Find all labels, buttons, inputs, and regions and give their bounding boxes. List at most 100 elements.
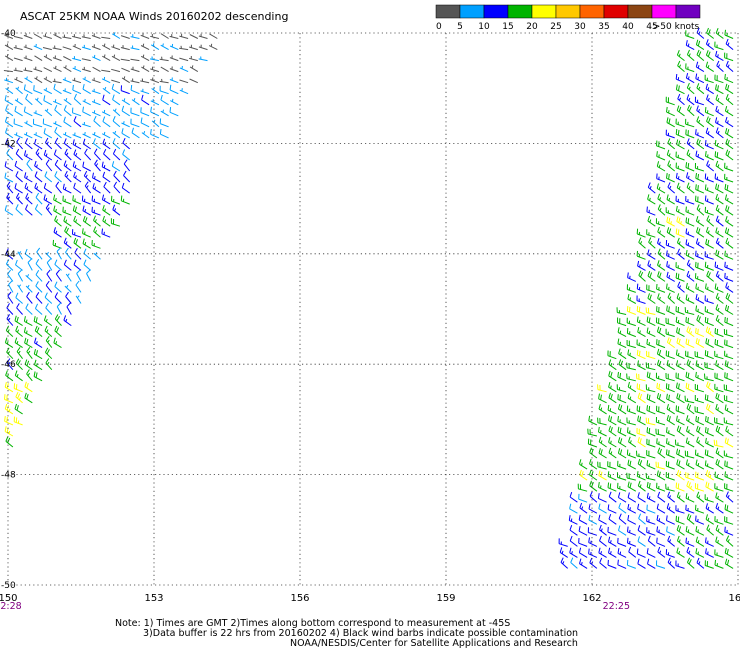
wind-barb — [705, 151, 714, 161]
wind-barb — [656, 183, 666, 194]
wind-barb — [617, 403, 627, 415]
wind-barb — [715, 84, 724, 95]
wind-barb — [714, 261, 724, 271]
wind-barb — [112, 138, 121, 150]
wind-barb — [647, 215, 656, 227]
wind-barb — [53, 194, 62, 205]
wind-barb — [626, 340, 636, 349]
wind-barb — [82, 238, 91, 249]
wind-barb — [72, 77, 82, 84]
wind-barb — [150, 43, 160, 51]
wind-barb — [647, 260, 656, 271]
y-tick-label: -40 — [1, 29, 16, 39]
legend-label: 0 — [436, 22, 442, 32]
wind-barb — [655, 218, 666, 227]
wind-barb — [626, 405, 636, 415]
wind-barb — [685, 504, 695, 514]
wind-barb — [14, 98, 23, 106]
wind-barb — [189, 78, 199, 84]
wind-barb — [656, 140, 666, 150]
wind-barb — [675, 349, 685, 360]
wind-barb — [24, 120, 33, 128]
wind-barb — [715, 425, 724, 437]
wind-barb — [84, 181, 92, 194]
wind-barb — [35, 192, 43, 205]
wind-barb — [34, 138, 43, 150]
wind-barb — [92, 138, 101, 150]
wind-barb — [102, 116, 111, 128]
wind-barb — [685, 162, 695, 172]
wind-barb — [169, 43, 179, 51]
wind-barb — [686, 270, 695, 282]
wind-barb — [646, 206, 656, 216]
wind-barb — [637, 492, 646, 503]
chart-title: ASCAT 25KM NOAA Winds 20160202 descendin… — [20, 10, 288, 23]
wind-barb — [15, 292, 23, 304]
wind-barb — [715, 492, 724, 503]
wind-barb — [647, 271, 656, 282]
wind-barb — [111, 83, 121, 95]
wind-barb — [665, 372, 675, 382]
wind-barb — [34, 182, 43, 194]
wind-barb — [111, 54, 121, 62]
wind-barb — [666, 250, 675, 260]
y-tick-label: -42 — [1, 139, 16, 149]
wind-barb — [617, 416, 627, 426]
wind-barb — [666, 305, 675, 315]
wind-barb — [695, 305, 705, 315]
wind-barb — [112, 204, 121, 216]
wind-barb — [705, 470, 714, 481]
wind-barb — [676, 448, 685, 459]
wind-barb — [92, 132, 101, 139]
wind-barb — [725, 282, 734, 293]
wind-barb — [72, 139, 82, 150]
wind-barb — [111, 195, 121, 205]
wind-barb — [4, 54, 14, 62]
wind-barb — [54, 159, 62, 172]
wind-barb — [23, 132, 33, 139]
wind-barb — [677, 93, 685, 106]
wind-barb — [33, 348, 43, 360]
wind-barb — [704, 494, 714, 503]
wind-barb — [83, 248, 92, 260]
wind-barb — [34, 171, 43, 183]
wind-barb — [685, 282, 695, 293]
wind-barb — [646, 229, 656, 238]
wind-barb — [34, 337, 43, 349]
wind-barb — [636, 339, 646, 349]
wind-barb — [695, 261, 705, 271]
wind-barb — [65, 273, 72, 282]
wind-barb — [112, 32, 121, 39]
wind-barb — [627, 492, 637, 503]
wind-barb — [141, 65, 150, 73]
wind-barb — [607, 461, 617, 470]
wind-barb — [677, 60, 685, 72]
wind-barb — [27, 258, 33, 271]
wind-barb — [160, 109, 169, 117]
legend-label: 40 — [622, 22, 634, 32]
wind-barb — [63, 105, 72, 117]
wind-barb — [666, 414, 675, 426]
wind-barb — [715, 160, 724, 172]
wind-barb — [686, 182, 695, 194]
wind-barb — [646, 504, 656, 514]
wind-barb — [647, 194, 656, 205]
wind-barb — [15, 325, 23, 337]
wind-barb — [44, 325, 53, 337]
wind-barb — [73, 93, 82, 106]
legend-label: 30 — [574, 22, 586, 32]
wind-barb — [627, 393, 637, 404]
wind-barb — [608, 415, 617, 426]
wind-barb — [577, 483, 588, 492]
wind-barb — [685, 316, 695, 327]
wind-barb — [675, 73, 685, 84]
wind-barb — [82, 228, 91, 238]
wind-barb — [704, 373, 714, 382]
wind-barb — [725, 94, 734, 106]
wind-barb — [599, 524, 607, 536]
wind-barb — [599, 535, 607, 547]
wind-barb — [724, 183, 734, 194]
wind-barb — [62, 77, 72, 84]
wind-barb — [724, 504, 734, 514]
wind-barb — [724, 52, 734, 62]
